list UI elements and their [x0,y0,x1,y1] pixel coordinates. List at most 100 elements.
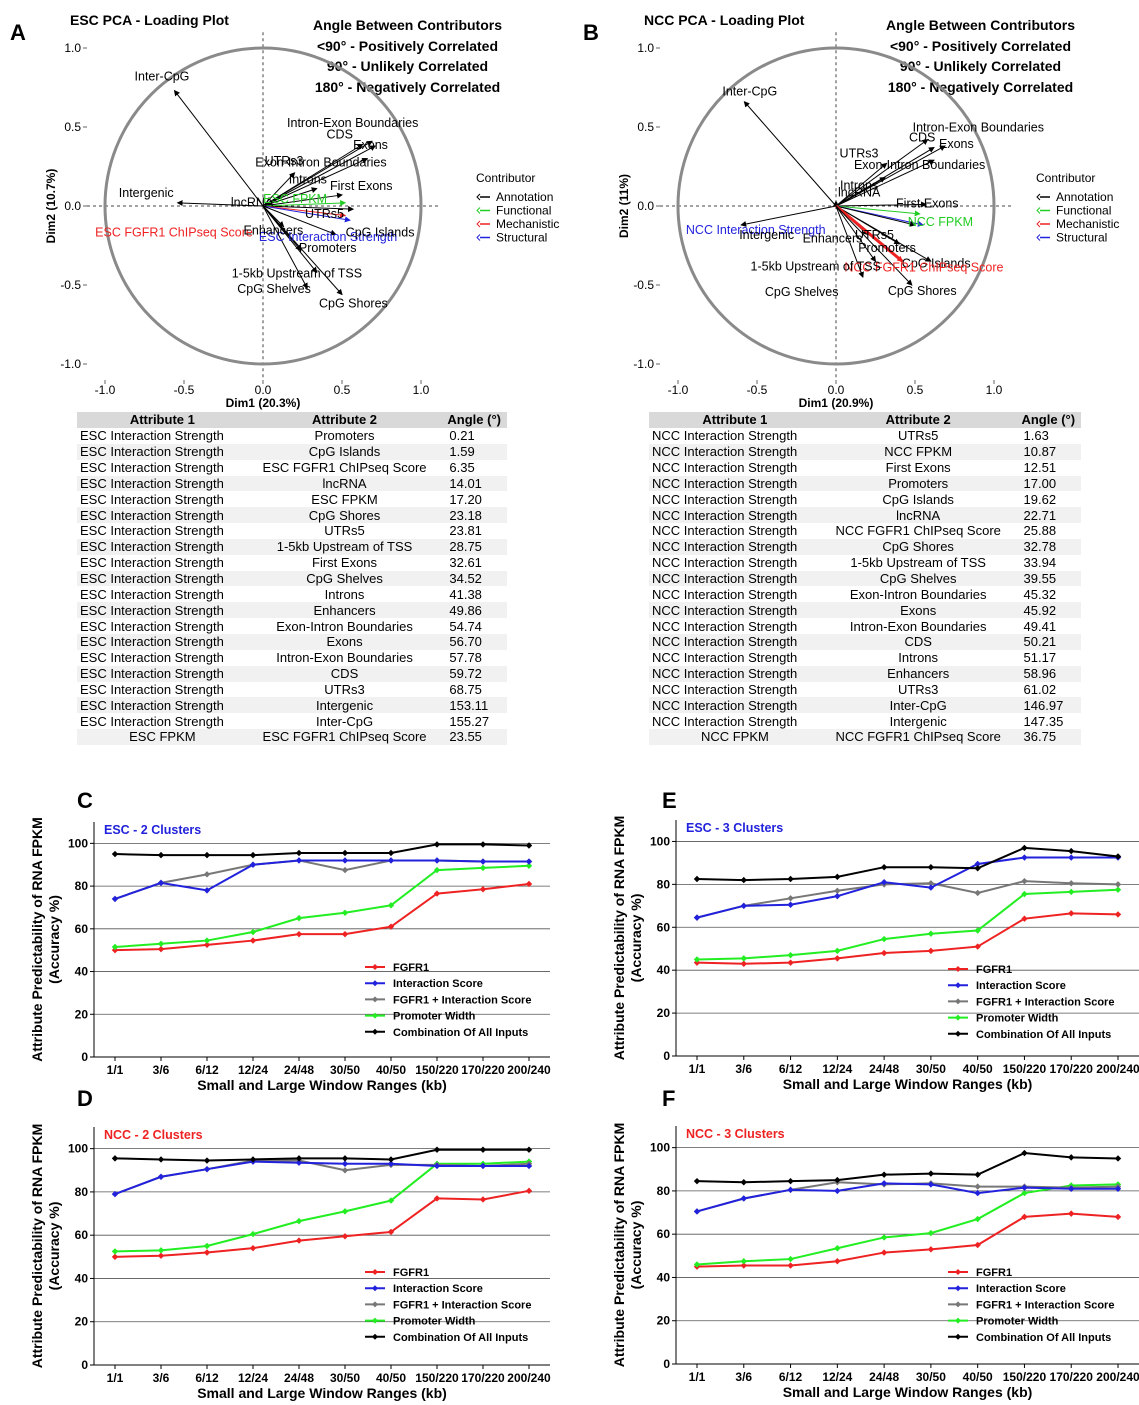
data-point [203,887,211,894]
x-tick-label: 1/1 [689,1062,706,1076]
vector-label: UTRs5 [305,207,344,221]
plot-area [94,822,550,1057]
vector-label: 1-5kb Upstream of TSS [232,266,362,280]
loading-vector [835,205,864,279]
legend-marker [955,1285,961,1292]
y-tick-label: 100 [650,834,670,848]
y-axis-label-line-1: Attribute Predictability of RNA FPKM [29,817,45,1062]
legend-item-label: Combination Of All Inputs [976,1029,1111,1041]
data-point [1021,844,1028,852]
x-tick-label: 150/220 [1003,1370,1047,1384]
y-tick-label: 1.0 [637,41,654,55]
table-row: ESC Interaction Strength Intron-Exon Boun… [77,650,507,666]
pca-loading-plot-ncc: -1.0 -1.0 -0.5 -0.5 0.0 0.0 0.5 0.5 1.0 1.0 Dim1 (… [617,32,1119,410]
legend-item-label: FGFR1 [393,962,429,974]
series-line [114,1148,529,1162]
accuracy-chart-esc-3-clusters: 0 20 40 60 80 100 1/1 3/6 6/12 12/24 24/48 30/50 40/… [611,816,1139,1092]
y-tick-label: 60 [75,922,89,936]
y-tick-label: 80 [75,1185,89,1199]
x-tick-label: 24/48 [284,1063,314,1077]
cell-attribute-1: ESC Interaction Strength [80,713,224,729]
chart-subtitle: NCC - 3 Clusters [686,1127,785,1141]
cell-angle: 1.59 [441,443,507,460]
cell-attribute-2: NCC FGFR1 ChIPseq Score [820,729,1016,745]
legend-item-label: FGFR1 + Interaction Score [976,1299,1114,1311]
data-point [693,956,701,963]
cell-attribute-1: ESC Interaction Strength [77,665,248,682]
table-row: NCC Interaction Strength UTRs5 1.63 [649,428,1081,444]
vector-label: lncRNA [838,185,881,199]
data-point [787,959,794,966]
legend-item-label: Mechanistic [1056,217,1119,231]
data-point [1114,881,1122,888]
legend-marker [372,1012,378,1019]
panel-letter-b: B [583,20,599,45]
cell-attribute-1: ESC Interaction Strength [77,570,248,587]
cell-attribute-2: NCC FPKM [820,443,1016,460]
cell-attribute-1: NCC Interaction Strength [652,460,798,476]
cell-attribute-1: ESC Interaction Strength [77,697,248,714]
table-header-attribute-1: Attribute 1 [77,412,248,428]
y-tick-label: 60 [657,920,671,934]
y-tick-label: 0.5 [64,120,81,134]
x-axis-label: Small and Large Window Ranges (kb) [783,1384,1033,1400]
cell-attribute-1: NCC Interaction Strength [649,475,821,492]
legend-item-label: Combination Of All Inputs [976,1332,1111,1344]
series-line [114,864,530,948]
series-line [114,1189,530,1258]
y-axis-label-line-1: Attribute Predictability of RNA FPKM [29,1124,45,1369]
legend-marker [955,1030,961,1037]
cell-attribute-1: NCC Interaction Strength [652,618,798,634]
legend-item-label: Interaction Score [393,1283,483,1295]
cell-angle: 68.75 [449,681,482,697]
x-tick-label: 6/12 [195,1371,219,1385]
y-tick-label: 20 [75,1315,89,1329]
cell-attribute-1: ESC Interaction Strength [80,428,224,444]
loading-vector [262,187,318,207]
legend-arrow-icon [1036,207,1041,214]
vector-label: Inter-CpG [722,85,777,99]
loading-vector [835,205,913,286]
loading-vector [262,192,343,207]
table-row: ESC Interaction Strength ESC FPKM 17.20 [77,491,507,507]
cell-angle: 0.21 [449,428,475,444]
cell-attribute-2: First Exons [312,555,378,571]
cell-attribute-1: NCC Interaction Strength [652,713,798,729]
vector-label: Exons [939,137,974,151]
legend-item-label: Interaction Score [976,1283,1066,1295]
vector-label: Promoters [858,241,916,255]
data-point [787,895,794,902]
legend-item-label: Annotation [496,190,553,204]
cell-angle: 49.41 [1023,618,1057,634]
cell-angle: 14.01 [441,475,507,492]
table-row: NCC Interaction Strength Enhancers 58.96 [649,665,1081,682]
table-row: NCC Interaction Strength 1-5kb Upstream o… [649,555,1081,571]
data-point [525,858,533,865]
vector-label: ESC FGFR1 ChIPseq Score [95,225,253,239]
cell-attribute-2: Intron-Exon Boundaries [276,650,413,666]
table-header-angle: Angle (°) [441,412,507,428]
correlation-circle [676,46,996,366]
y-tick-label: 20 [657,1006,671,1020]
x-tick-label: 150/220 [415,1371,459,1385]
y-axis-label: Attribute Predictability of RNA FPKM(Acc… [29,817,62,1062]
vector-label: NCC Interaction Strength [686,223,826,237]
legend-item-label: Structural [1056,231,1107,245]
table-row: ESC Interaction Strength ESC FGFR1 ChIPse… [77,460,507,476]
cell-angle: 34.52 [441,570,507,587]
data-point [880,949,888,957]
table-row: NCC Interaction Strength NCC FPKM 10.87 [649,443,1081,460]
y-tick-label: 40 [657,1270,671,1284]
table-header-attribute-1: Attribute 1 [649,412,821,428]
data-point [157,940,165,947]
cell-attribute-2: Enhancers [820,665,1016,682]
cell-attribute-2: UTRs3 [897,681,939,697]
x-tick-label: 24/48 [869,1370,899,1384]
vector-label: 1-5kb Upstream of TSS [751,259,881,273]
chart-subtitle: ESC - 3 Clusters [686,821,783,835]
plot-area [676,1126,1139,1364]
table-row: NCC Interaction Strength NCC FGFR1 ChIPse… [649,523,1081,539]
table-row: ESC FPKM ESC FGFR1 ChIPseq Score 23.55 [77,729,507,745]
vector-label: lncRNA [231,195,274,209]
cell-attribute-1: NCC Interaction Strength [649,507,821,524]
